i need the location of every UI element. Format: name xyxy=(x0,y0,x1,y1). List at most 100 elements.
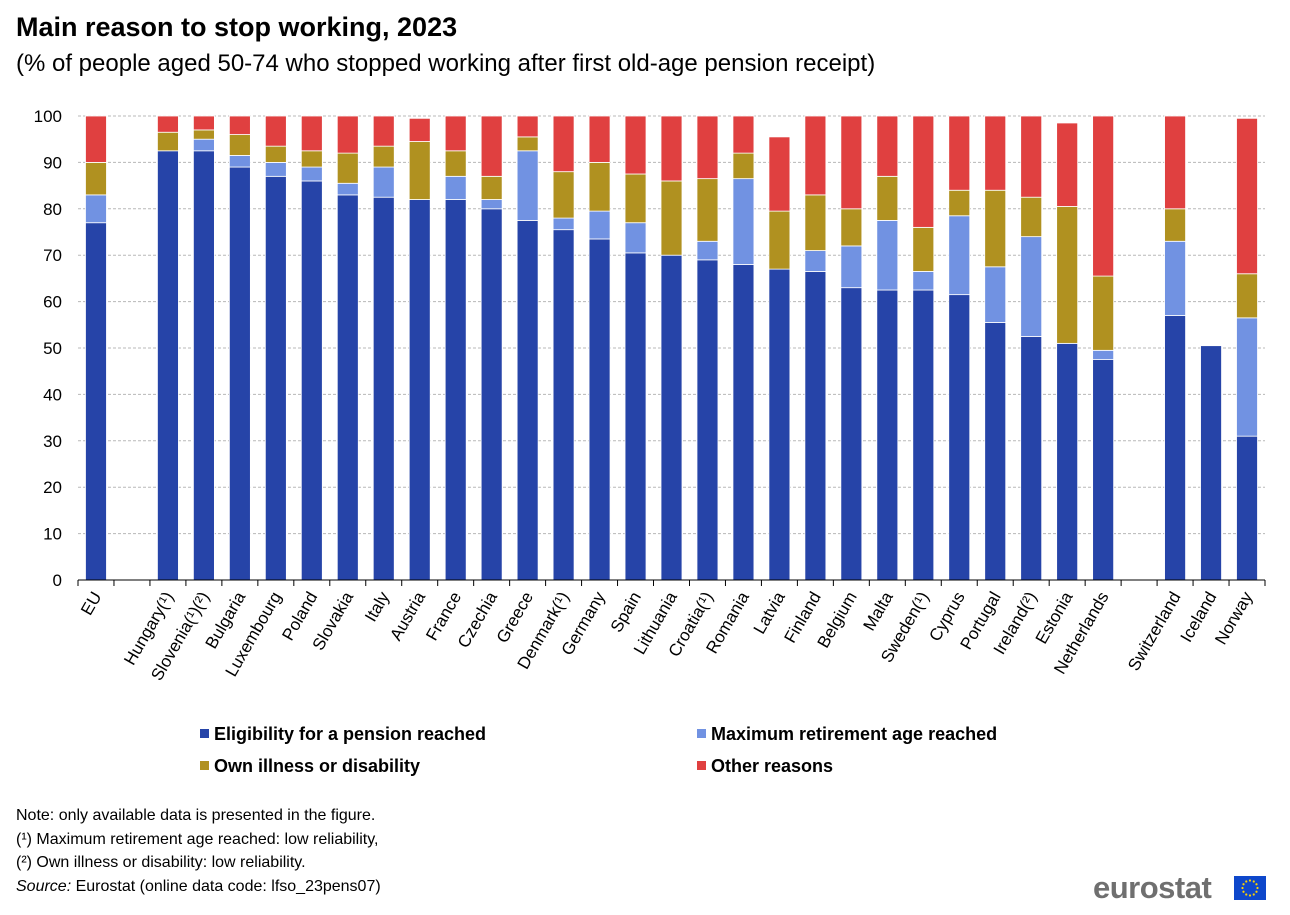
bar-malta-series-0 xyxy=(876,289,899,581)
bar-ireland-series-0 xyxy=(1020,335,1043,581)
x-tick-label-malta: Malta xyxy=(860,588,898,634)
y-tick-label-60: 60 xyxy=(43,293,62,312)
bar-portugal-series-2 xyxy=(984,189,1007,268)
flag-star xyxy=(1252,880,1255,883)
bar-eu-series-0 xyxy=(85,222,107,581)
bar-romania-series-1 xyxy=(732,178,755,265)
bar-czechia-series-2 xyxy=(480,175,503,200)
flag-star xyxy=(1255,890,1258,893)
bar-norway-series-2 xyxy=(1236,273,1258,319)
bar-bulgaria-series-1 xyxy=(228,155,251,168)
flag-star xyxy=(1245,880,1248,883)
bar-eu-series-1 xyxy=(85,194,107,224)
flag-star xyxy=(1255,883,1258,886)
bar-spain-series-0 xyxy=(624,252,647,581)
bar-malta-series-3 xyxy=(876,115,899,177)
bar-finland-series-2 xyxy=(804,194,827,251)
x-tick-label-eu: EU xyxy=(77,589,105,619)
bar-germany-series-1 xyxy=(588,210,611,240)
bar-netherlands-series-1 xyxy=(1092,349,1115,361)
bar-cyprus-series-3 xyxy=(948,115,971,191)
bar-france-series-3 xyxy=(444,115,467,152)
legend-item-eligibility: Eligibility for a pension reached xyxy=(200,724,486,745)
bar-estonia-series-0 xyxy=(1056,342,1079,581)
bar-romania-series-0 xyxy=(732,264,755,581)
bar-slovenia-series-1 xyxy=(192,138,215,152)
bar-eu-series-2 xyxy=(85,161,107,196)
y-tick-label-70: 70 xyxy=(43,246,62,265)
logo-text: eurostat xyxy=(1093,870,1212,905)
legend-swatch-eligibility xyxy=(200,728,209,738)
bar-czechia-series-3 xyxy=(480,115,503,177)
bar-estonia-series-2 xyxy=(1056,206,1079,344)
bar-portugal-series-3 xyxy=(984,115,1007,191)
bar-switzerland-series-0 xyxy=(1164,315,1186,581)
bar-finland-series-0 xyxy=(804,271,827,581)
legend-item-max-retirement: Maximum retirement age reached xyxy=(697,724,997,745)
bar-netherlands-series-0 xyxy=(1092,359,1115,581)
bar-estonia-series-3 xyxy=(1056,122,1079,207)
y-tick-label-20: 20 xyxy=(43,478,62,497)
bar-iceland-series-0 xyxy=(1200,345,1222,581)
source-label: Source: xyxy=(16,877,72,895)
bar-latvia-series-3 xyxy=(768,136,791,212)
y-tick-label-80: 80 xyxy=(43,200,62,219)
bar-italy-series-2 xyxy=(372,145,395,168)
legend-swatch-illness xyxy=(200,760,209,770)
bar-croatia-series-0 xyxy=(696,259,719,581)
bar-portugal-series-1 xyxy=(984,266,1007,323)
bar-latvia-series-2 xyxy=(768,210,791,270)
bar-eu-series-3 xyxy=(85,115,107,163)
bar-czechia-series-0 xyxy=(480,208,503,581)
x-tick-label-italy: Italy xyxy=(361,588,393,625)
bar-spain-series-2 xyxy=(624,173,647,224)
bar-hungary-series-2 xyxy=(157,131,179,152)
bar-romania-series-3 xyxy=(732,115,755,154)
bar-lithuania-series-2 xyxy=(660,180,683,256)
flag-star xyxy=(1245,893,1248,896)
bar-luxembourg-series-1 xyxy=(264,161,287,177)
bar-italy-series-0 xyxy=(372,196,395,581)
bar-cyprus-series-2 xyxy=(948,189,971,217)
bar-poland-series-1 xyxy=(300,166,323,182)
bar-ireland-series-1 xyxy=(1020,236,1043,337)
bar-bulgaria-series-0 xyxy=(228,166,251,581)
bar-czechia-series-1 xyxy=(480,199,503,210)
bar-cyprus-series-1 xyxy=(948,215,971,296)
y-tick-label-0: 0 xyxy=(53,571,62,590)
bar-italy-series-1 xyxy=(372,166,395,198)
bar-slovakia-series-3 xyxy=(336,115,359,154)
bar-lithuania-series-3 xyxy=(660,115,683,182)
bar-bulgaria-series-2 xyxy=(228,134,251,156)
bar-greece-series-1 xyxy=(516,150,539,221)
bar-denmark-series-2 xyxy=(552,171,575,219)
flag-star xyxy=(1252,893,1255,896)
notes: Note: only available data is presented i… xyxy=(16,804,381,898)
bar-greece-series-0 xyxy=(516,219,539,581)
bar-norway-series-3 xyxy=(1236,117,1258,275)
source-line: Source: Eurostat (online data code: lfso… xyxy=(16,875,381,899)
bar-croatia-series-3 xyxy=(696,115,719,180)
bar-france-series-2 xyxy=(444,150,467,177)
legend-label-eligibility: Eligibility for a pension reached xyxy=(214,724,487,744)
bar-luxembourg-series-2 xyxy=(264,145,287,163)
flag-star xyxy=(1241,886,1244,890)
bar-malta-series-1 xyxy=(876,219,899,291)
bar-hungary-series-3 xyxy=(157,115,179,133)
bar-slovenia-series-0 xyxy=(192,150,215,581)
legend: Eligibility for a pension reached Maximu… xyxy=(200,724,1100,788)
bar-lithuania-series-0 xyxy=(660,254,683,581)
source-text: Eurostat (online data code: lfso_23pens0… xyxy=(71,877,381,895)
bar-sweden-series-2 xyxy=(912,226,935,272)
bars xyxy=(85,115,1258,581)
bar-sweden-series-3 xyxy=(912,115,935,228)
bar-germany-series-3 xyxy=(588,115,611,163)
bar-switzerland-series-3 xyxy=(1164,115,1186,210)
legend-label-other: Other reasons xyxy=(711,756,834,776)
bar-ireland-series-3 xyxy=(1020,115,1043,198)
bar-norway-series-1 xyxy=(1236,317,1258,437)
bar-hungary-series-0 xyxy=(157,150,179,581)
bar-poland-series-0 xyxy=(300,180,323,581)
chart-title: Main reason to stop working, 2023 xyxy=(16,12,458,42)
y-tick-label-50: 50 xyxy=(43,339,62,358)
